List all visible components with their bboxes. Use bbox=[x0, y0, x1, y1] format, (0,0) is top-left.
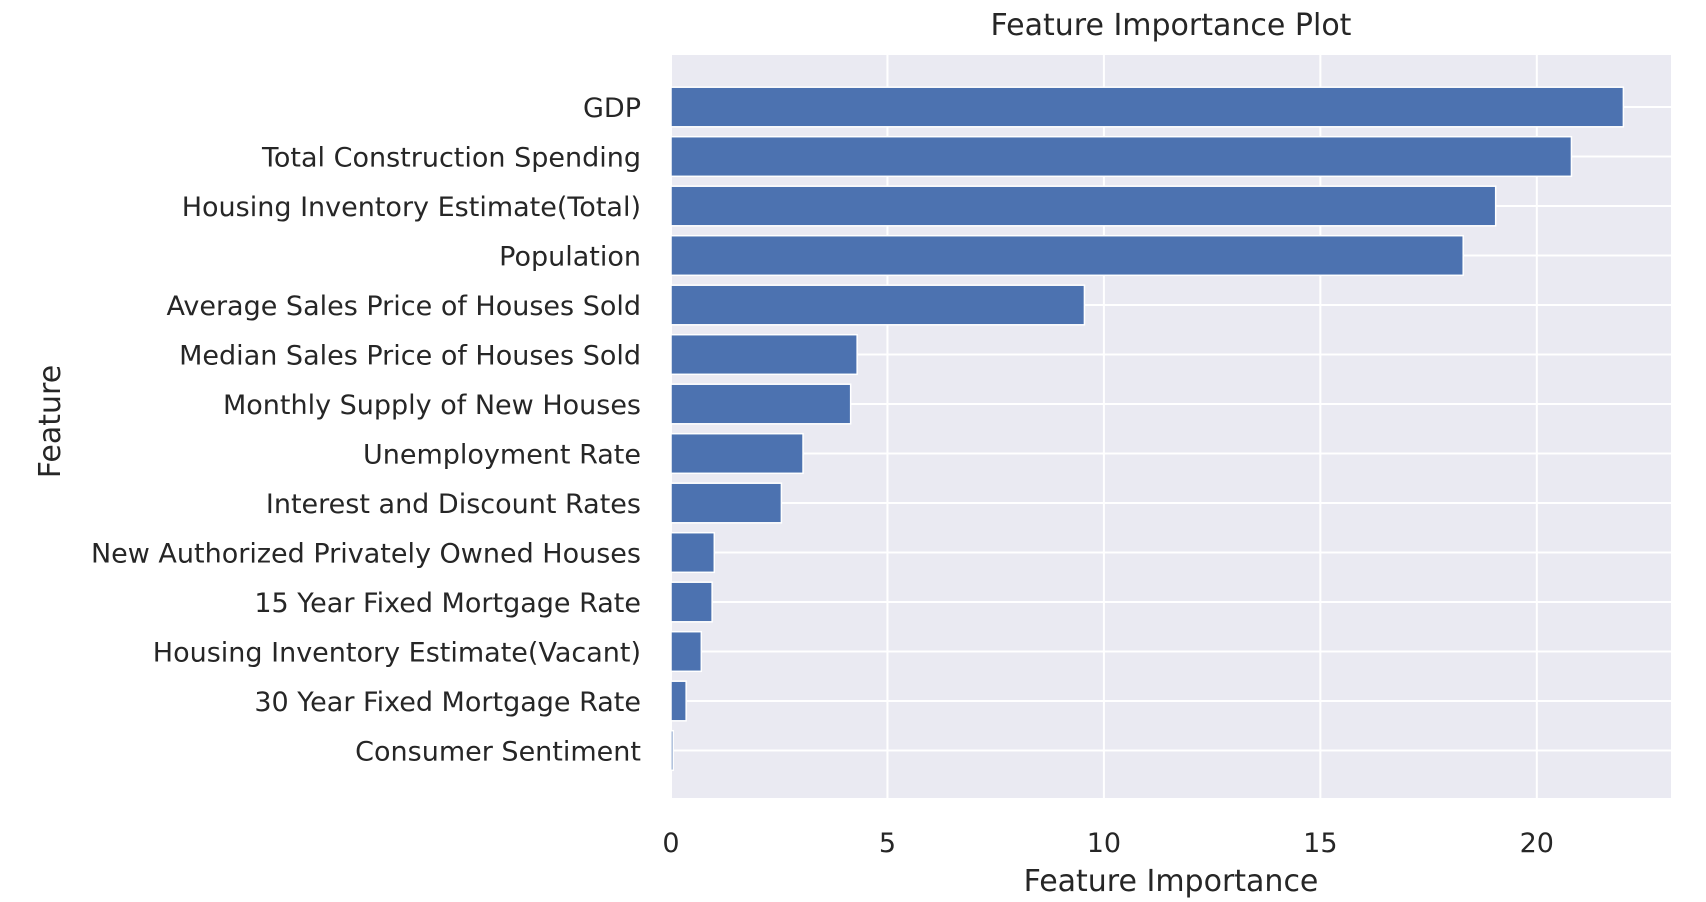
y-tick-labels: GDP Total Construction Spending Housing In… bbox=[91, 93, 641, 768]
x-axis-label: Feature Importance bbox=[1024, 864, 1319, 898]
bar bbox=[670, 531, 716, 574]
x-tick-label: 20 bbox=[1520, 828, 1554, 859]
y-tick-label: Unemployment Rate bbox=[363, 440, 641, 471]
y-tick-label: Consumer Sentiment bbox=[355, 737, 641, 768]
y-tick-label: Median Sales Price of Houses Sold bbox=[179, 341, 641, 372]
bar bbox=[670, 333, 858, 376]
x-tick-label: 15 bbox=[1303, 828, 1337, 859]
bars bbox=[670, 86, 1625, 772]
bar bbox=[670, 581, 713, 623]
y-tick-label: 15 Year Fixed Mortgage Rate bbox=[254, 588, 641, 619]
y-tick-label: Monthly Supply of New Houses bbox=[223, 390, 641, 421]
bar bbox=[670, 680, 687, 722]
bar bbox=[670, 383, 852, 425]
bar bbox=[670, 185, 1497, 227]
y-tick-label: Average Sales Price of Houses Sold bbox=[166, 291, 641, 322]
bar bbox=[670, 729, 674, 772]
bar bbox=[670, 630, 703, 673]
y-tick-label: Total Construction Spending bbox=[261, 143, 641, 174]
x-tick-label: 0 bbox=[662, 828, 679, 859]
x-tick-labels: 0 5 10 15 20 bbox=[662, 828, 1554, 859]
plot-area bbox=[671, 55, 1671, 798]
bar bbox=[670, 135, 1573, 178]
bar bbox=[670, 234, 1464, 277]
y-tick-label: GDP bbox=[583, 93, 641, 124]
bar bbox=[670, 432, 804, 475]
x-tick-label: 10 bbox=[1087, 828, 1121, 859]
y-tick-label: Housing Inventory Estimate(Vacant) bbox=[153, 638, 641, 669]
y-tick-label: Population bbox=[499, 242, 641, 273]
bar bbox=[670, 482, 783, 524]
y-tick-label: 30 Year Fixed Mortgage Rate bbox=[254, 687, 641, 718]
y-tick-label: Housing Inventory Estimate(Total) bbox=[182, 192, 641, 223]
bar bbox=[670, 284, 1086, 326]
chart-title: Feature Importance Plot bbox=[991, 8, 1352, 43]
y-tick-label: Interest and Discount Rates bbox=[266, 489, 641, 520]
y-axis-label: Feature bbox=[33, 365, 68, 478]
y-tick-label: New Authorized Privately Owned Houses bbox=[91, 539, 641, 570]
x-tick-label: 5 bbox=[879, 828, 896, 859]
bar bbox=[670, 86, 1625, 128]
